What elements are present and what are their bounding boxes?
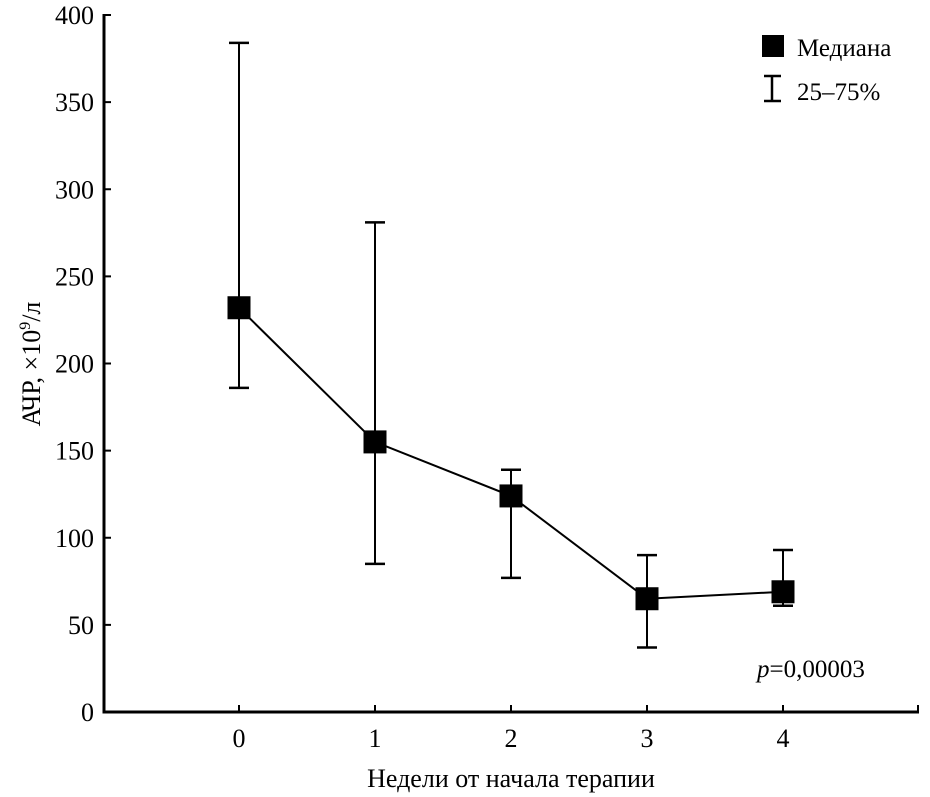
y-axis-title-sup: 9 [17,322,34,330]
error-bar [229,41,249,390]
y-tick-label: 0 [81,698,94,727]
x-tick-label: 1 [369,724,382,753]
y-axis-title-main: АЧР, ×10 [17,330,46,427]
legend: Медиана 25–75% [762,35,891,106]
y-tick-label: 100 [55,524,94,553]
error-bar [365,221,385,566]
y-axis-title: АЧР, ×109/л [17,302,46,427]
legend-label-median: Медиана [797,35,891,62]
y-axis-title-unit: /л [17,302,46,322]
median-marker [771,580,795,604]
median-marker [363,430,387,454]
y-tick-label: 50 [68,611,94,640]
x-tick-label: 2 [505,724,518,753]
y-tick-label: 250 [55,262,94,291]
x-axis-title: Недели от начала терапии [367,764,655,793]
x-ticks: 0 1 2 3 4 [233,705,919,753]
x-tick-label: 3 [641,724,654,753]
y-tick-label: 200 [55,350,94,379]
plot-area [227,41,795,649]
y-tick-label: 350 [55,88,94,117]
y-ticks: 0 50 100 150 200 250 300 350 400 [55,1,111,727]
median-marker [227,296,251,320]
median-marker [635,587,659,611]
y-tick-label: 150 [55,437,94,466]
y-axis-title-text: АЧР, ×109/л [17,302,46,427]
markers [227,296,795,611]
y-tick-label: 300 [55,175,94,204]
median-marker [499,484,523,508]
p-value-annotation: p=0,00003 [755,656,865,683]
axes: 0 50 100 150 200 250 300 350 400 0 1 2 3 4 [55,1,919,753]
legend-label-quartiles: 25–75% [797,79,880,106]
y-tick-label: 400 [55,1,94,30]
x-tick-label: 0 [233,724,246,753]
p-value-number: =0,00003 [770,656,865,683]
error-bars [229,41,793,649]
legend-square-icon [762,35,784,57]
p-value-symbol: p [755,656,770,683]
legend-error-bar-icon [764,74,781,103]
x-tick-label: 4 [777,724,790,753]
